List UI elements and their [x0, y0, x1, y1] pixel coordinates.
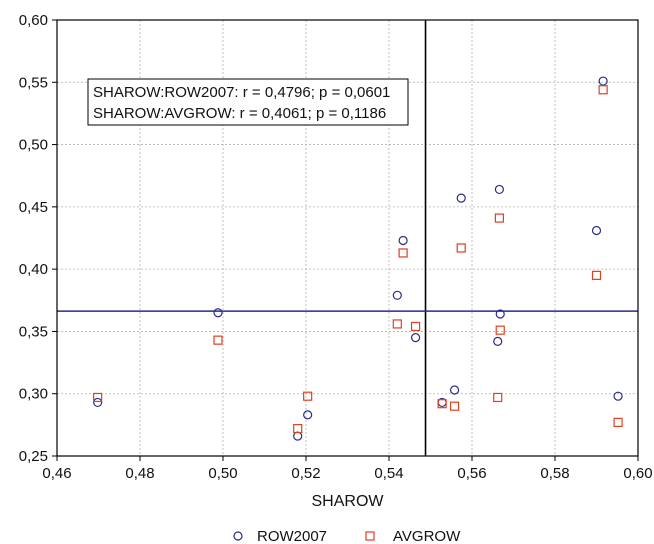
- y-tick-label: 0,25: [19, 448, 48, 465]
- avgrow-point: [456, 243, 466, 253]
- x-tick-label: 0,54: [374, 465, 403, 482]
- row2007-point: [398, 235, 408, 246]
- legend-marker-row2007: [233, 531, 243, 541]
- annotation-line-avgrow: SHAROW:AVGROW: r = 0,4061; p = 0,1186: [93, 105, 386, 122]
- annotation-box: [87, 78, 409, 126]
- avgrow-point: [598, 85, 608, 95]
- annotation-line-row2007: SHAROW:ROW2007: r = 0,4796; p = 0,0601: [93, 84, 390, 101]
- y-tick-label: 0,55: [19, 74, 48, 91]
- row2007-point: [303, 410, 313, 420]
- legend-marker-avgrow: [365, 531, 375, 541]
- avgrow-point: [398, 248, 408, 258]
- avgrow-point: [213, 335, 223, 345]
- row2007-point: [456, 193, 466, 203]
- y-tick-label: 0,50: [19, 137, 48, 154]
- legend: ROW2007 AVGROW: [233, 528, 461, 544]
- avgrow-point: [410, 321, 421, 332]
- row2007-point: [213, 308, 223, 318]
- legend-label-row2007: ROW2007: [257, 528, 327, 544]
- row2007-point: [410, 333, 421, 343]
- row2007-point: [449, 385, 460, 395]
- row2007-point: [93, 397, 103, 408]
- avgrow-point: [591, 270, 602, 280]
- x-tick-label: 0,48: [125, 465, 154, 482]
- x-tick-label: 0,60: [623, 465, 652, 482]
- avgrow-point: [613, 417, 623, 427]
- avgrow-point: [494, 213, 504, 223]
- correlation-annotation: SHAROW:ROW2007: r = 0,4796; p = 0,0601 S…: [87, 78, 409, 126]
- reference-lines: [57, 20, 638, 456]
- row2007-point: [613, 391, 623, 401]
- data-points: [93, 76, 623, 441]
- y-tick-label: 0,35: [19, 323, 48, 340]
- y-tick-label: 0,30: [19, 386, 48, 403]
- row2007-point: [392, 290, 402, 300]
- row2007-point: [591, 225, 602, 236]
- plot-frame: [56, 19, 639, 457]
- row2007-point: [493, 336, 503, 346]
- avgrow-point: [493, 392, 503, 403]
- avgrow-point: [93, 392, 103, 403]
- avgrow-point: [293, 423, 303, 434]
- row2007-point: [494, 184, 504, 195]
- row2007-point: [598, 76, 608, 86]
- y-tick-label: 0,40: [19, 261, 48, 278]
- legend-label-avgrow: AVGROW: [393, 528, 461, 544]
- avgrow-point: [392, 319, 402, 329]
- avgrow-point: [437, 399, 447, 409]
- row2007-point: [495, 309, 505, 319]
- x-tick-label: 0,58: [540, 465, 569, 482]
- avgrow-point: [303, 391, 313, 401]
- x-tick-label: 0,46: [42, 465, 71, 482]
- x-tick-label: 0,50: [208, 465, 237, 482]
- x-axis-title: SHAROW: [312, 493, 385, 510]
- x-tick-label: 0,56: [457, 465, 486, 482]
- y-tick-label: 0,45: [19, 199, 48, 216]
- axis-ticks: 0,46 0,48 0,50 0,52 0,54 0,56 0,58 0,60 0,25 0,30…: [19, 12, 653, 482]
- y-tick-label: 0,60: [19, 12, 48, 29]
- avgrow-point: [495, 325, 505, 335]
- x-tick-label: 0,52: [291, 465, 320, 482]
- avgrow-point: [449, 401, 460, 411]
